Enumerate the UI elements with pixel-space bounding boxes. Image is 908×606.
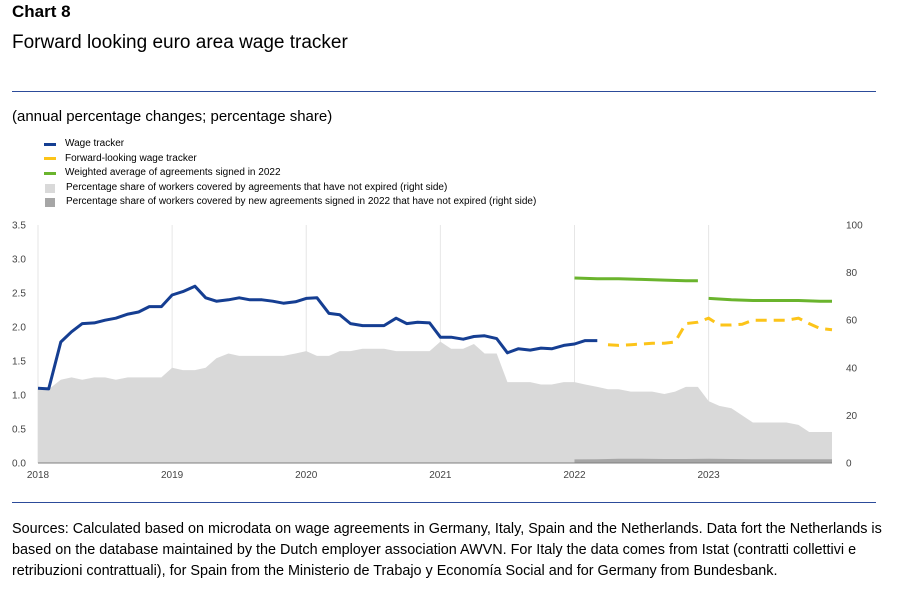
legend-swatch <box>44 142 56 146</box>
legend-swatch <box>45 198 55 208</box>
y-right-tick-label: 80 <box>846 268 858 279</box>
bottom-divider <box>12 502 876 503</box>
y-right-tick-label: 60 <box>846 316 858 327</box>
weighted-average-line-segment-1 <box>574 276 698 283</box>
legend-label: Wage tracker <box>65 138 125 149</box>
x-tick-label-2021: 2021 <box>429 470 452 481</box>
forward-looking-line <box>607 316 833 347</box>
y-left-tick-label: 1.0 <box>12 391 26 402</box>
x-tick-label-2022: 2022 <box>563 470 586 481</box>
legend-item-weighted-average: Weighted average of agreements signed in… <box>44 166 536 181</box>
x-tick-label-2019: 2019 <box>161 470 184 481</box>
x-tick-label-2020: 2020 <box>295 470 318 481</box>
legend-item-forward-looking: Forward-looking wage tracker <box>44 152 536 167</box>
legend-item-share-new-2022: Percentage share of workers covered by n… <box>44 195 536 210</box>
y-left-tick-label: 3.0 <box>12 255 26 266</box>
area-share-new-2022 <box>574 458 832 463</box>
legend-swatch <box>44 171 56 175</box>
y-left-tick-label: 0.0 <box>12 459 26 470</box>
legend-label: Percentage share of workers covered by a… <box>66 181 448 193</box>
y-right-tick-label: 20 <box>846 411 858 422</box>
chart-title: Forward looking euro area wage tracker <box>12 32 348 53</box>
chart-subtitle: (annual percentage changes; percentage s… <box>12 108 333 125</box>
x-tick-label-2023: 2023 <box>697 470 720 481</box>
weighted-average-line-segment-2 <box>708 296 832 303</box>
legend-item-wage-tracker: Wage tracker <box>44 137 536 152</box>
legend-swatch <box>44 157 56 161</box>
legend-label: Weighted average of agreements signed in… <box>65 167 281 179</box>
legend-label: Forward-looking wage tracker <box>65 152 197 164</box>
sources-note: Sources: Calculated based on microdata o… <box>12 521 882 579</box>
top-divider <box>12 91 876 92</box>
legend: Wage tracker Forward-looking wage tracke… <box>44 137 536 210</box>
y-left-tick-label: 2.5 <box>12 289 26 300</box>
wage-tracker-line <box>37 284 598 391</box>
legend-label: Percentage share of workers covered by n… <box>66 196 537 208</box>
legend-item-share-not-expired: Percentage share of workers covered by a… <box>44 181 536 196</box>
area-share-not-expired <box>38 341 832 463</box>
y-left-tick-label: 0.5 <box>12 425 26 436</box>
legend-swatch <box>45 183 55 193</box>
y-left-tick-label: 1.5 <box>12 357 26 368</box>
y-left-tick-label: 3.5 <box>12 221 26 232</box>
y-right-tick-label: 100 <box>846 221 863 232</box>
y-left-tick-label: 2.0 <box>12 323 26 334</box>
y-right-tick-label: 40 <box>846 363 858 374</box>
x-tick-label-2018: 2018 <box>27 470 50 481</box>
chart-label: Chart 8 <box>12 2 71 21</box>
y-right-tick-label: 0 <box>846 459 852 470</box>
